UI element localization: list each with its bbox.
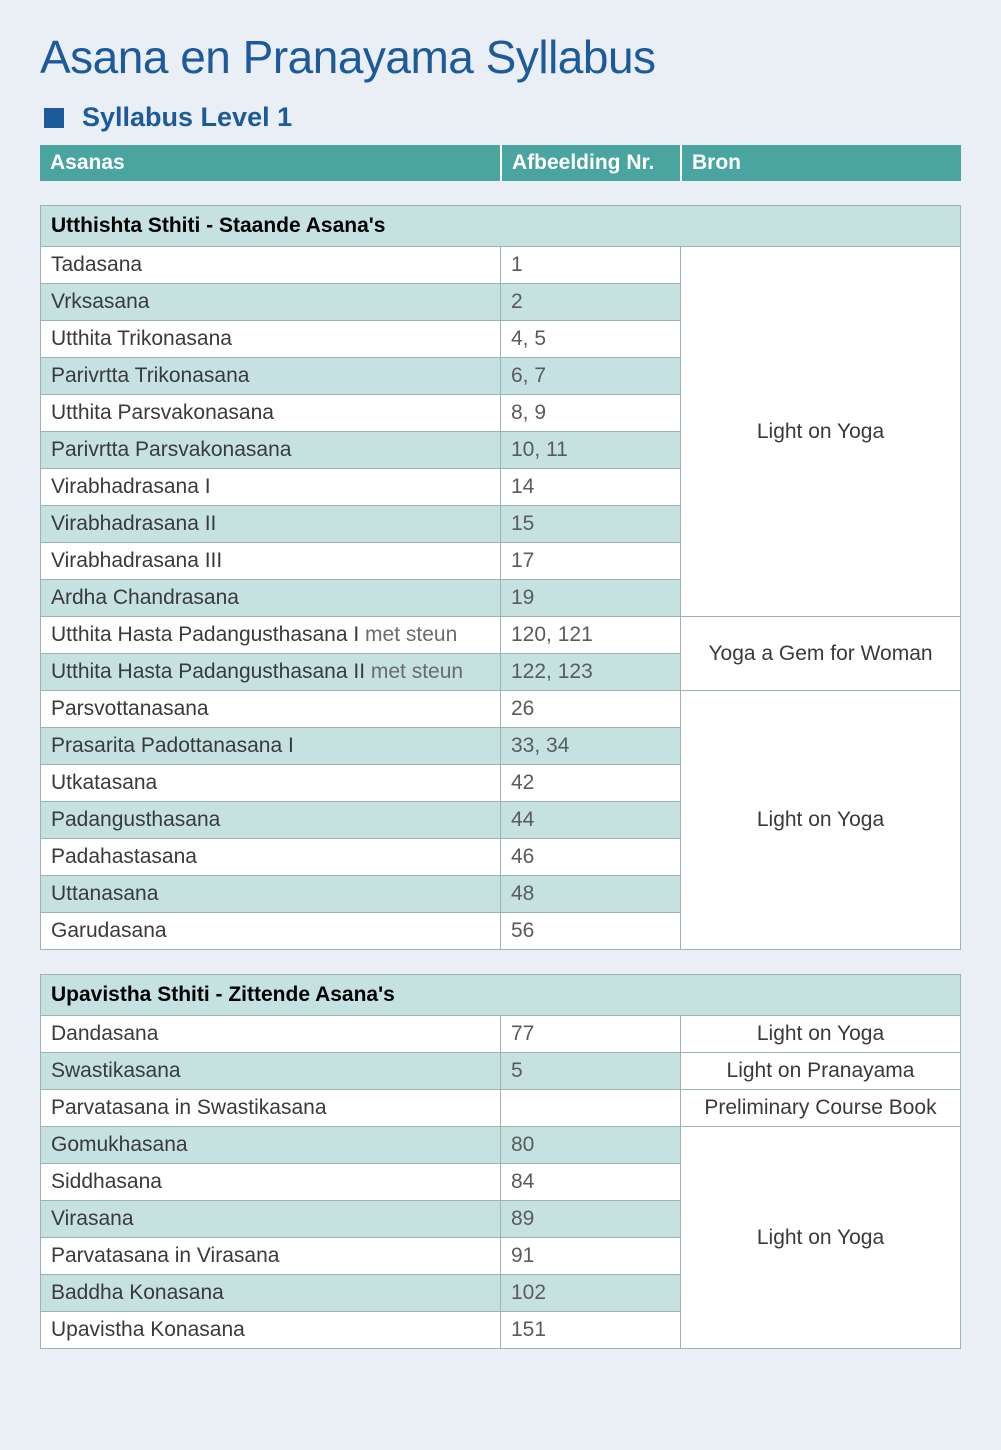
- asana-name-cell: Garudasana: [41, 913, 501, 950]
- asana-name-cell: Utthita Hasta Padangusthasana II met ste…: [41, 654, 501, 691]
- table-row: Utthita Hasta Padangusthasana I met steu…: [41, 617, 961, 654]
- column-bron-header: Bron: [680, 145, 961, 181]
- afbeelding-nr-cell: 46: [501, 839, 681, 876]
- bron-cell: Preliminary Course Book: [681, 1090, 961, 1127]
- table-row: Dandasana77Light on Yoga: [41, 1016, 961, 1053]
- afbeelding-nr-cell: 5: [501, 1053, 681, 1090]
- afbeelding-nr-cell: 102: [501, 1275, 681, 1312]
- asana-name-cell: Parvatasana in Swastikasana: [41, 1090, 501, 1127]
- syllabus-table: Utthishta Sthiti - Staande Asana'sTadasa…: [40, 205, 961, 950]
- table-row: Tadasana1Light on Yoga: [41, 247, 961, 284]
- section-title: Utthishta Sthiti - Staande Asana's: [41, 206, 961, 247]
- afbeelding-nr-cell: 8, 9: [501, 395, 681, 432]
- syllabus-table: Upavistha Sthiti - Zittende Asana'sDanda…: [40, 974, 961, 1349]
- afbeelding-nr-cell: 14: [501, 469, 681, 506]
- afbeelding-nr-cell: 10, 11: [501, 432, 681, 469]
- bron-cell: Light on Yoga: [681, 247, 961, 617]
- afbeelding-nr-cell: 120, 121: [501, 617, 681, 654]
- afbeelding-nr-cell: 33, 34: [501, 728, 681, 765]
- afbeelding-nr-cell: [501, 1090, 681, 1127]
- asana-name-cell: Gomukhasana: [41, 1127, 501, 1164]
- asana-name-cell: Parivrtta Parsvakonasana: [41, 432, 501, 469]
- asana-name-cell: Tadasana: [41, 247, 501, 284]
- column-header-bar: Asanas Afbeelding Nr. Bron: [40, 145, 961, 181]
- afbeelding-nr-cell: 44: [501, 802, 681, 839]
- afbeelding-nr-cell: 80: [501, 1127, 681, 1164]
- afbeelding-nr-cell: 2: [501, 284, 681, 321]
- asana-name-cell: Parvatasana in Virasana: [41, 1238, 501, 1275]
- asana-name-cell: Virabhadrasana III: [41, 543, 501, 580]
- afbeelding-nr-cell: 17: [501, 543, 681, 580]
- asana-name-cell: Ardha Chandrasana: [41, 580, 501, 617]
- subheading: Syllabus Level 1: [40, 102, 961, 133]
- asana-name-cell: Padangusthasana: [41, 802, 501, 839]
- afbeelding-nr-cell: 151: [501, 1312, 681, 1349]
- asana-name-cell: Padahastasana: [41, 839, 501, 876]
- afbeelding-nr-cell: 77: [501, 1016, 681, 1053]
- asana-name-cell: Upavistha Konasana: [41, 1312, 501, 1349]
- asana-name-cell: Virabhadrasana I: [41, 469, 501, 506]
- asana-name-cell: Baddha Konasana: [41, 1275, 501, 1312]
- asana-name-cell: Utkatasana: [41, 765, 501, 802]
- table-row: Parvatasana in Swastikasana Preliminary C…: [41, 1090, 961, 1127]
- asana-name-cell: Prasarita Padottanasana I: [41, 728, 501, 765]
- afbeelding-nr-cell: 84: [501, 1164, 681, 1201]
- asana-name-cell: Utthita Hasta Padangusthasana I met steu…: [41, 617, 501, 654]
- afbeelding-nr-cell: 6, 7: [501, 358, 681, 395]
- afbeelding-nr-cell: 56: [501, 913, 681, 950]
- afbeelding-nr-cell: 4, 5: [501, 321, 681, 358]
- asana-name-cell: Siddhasana: [41, 1164, 501, 1201]
- bron-cell: Light on Pranayama: [681, 1053, 961, 1090]
- asana-name-cell: Virasana: [41, 1201, 501, 1238]
- afbeelding-nr-cell: 48: [501, 876, 681, 913]
- page-title: Asana en Pranayama Syllabus: [40, 30, 961, 84]
- table-row: Gomukhasana80Light on Yoga: [41, 1127, 961, 1164]
- bron-cell: Light on Yoga: [681, 1127, 961, 1349]
- table-row: Parsvottanasana26Light on Yoga: [41, 691, 961, 728]
- column-asanas-header: Asanas: [40, 145, 500, 181]
- afbeelding-nr-cell: 91: [501, 1238, 681, 1275]
- afbeelding-nr-cell: 1: [501, 247, 681, 284]
- afbeelding-nr-cell: 19: [501, 580, 681, 617]
- asana-name-cell: Utthita Trikonasana: [41, 321, 501, 358]
- column-afbeelding-header: Afbeelding Nr.: [500, 145, 680, 181]
- subheading-text: Syllabus Level 1: [82, 102, 292, 133]
- asana-name-cell: Utthita Parsvakonasana: [41, 395, 501, 432]
- asana-name-cell: Vrksasana: [41, 284, 501, 321]
- bron-cell: Light on Yoga: [681, 1016, 961, 1053]
- afbeelding-nr-cell: 26: [501, 691, 681, 728]
- asana-name-cell: Parsvottanasana: [41, 691, 501, 728]
- table-row: Swastikasana5Light on Pranayama: [41, 1053, 961, 1090]
- asana-name-cell: Uttanasana: [41, 876, 501, 913]
- afbeelding-nr-cell: 89: [501, 1201, 681, 1238]
- bullet-square-icon: [44, 108, 64, 128]
- asana-name-cell: Dandasana: [41, 1016, 501, 1053]
- bron-cell: Light on Yoga: [681, 691, 961, 950]
- section-title: Upavistha Sthiti - Zittende Asana's: [41, 975, 961, 1016]
- afbeelding-nr-cell: 42: [501, 765, 681, 802]
- asana-name-cell: Parivrtta Trikonasana: [41, 358, 501, 395]
- afbeelding-nr-cell: 122, 123: [501, 654, 681, 691]
- afbeelding-nr-cell: 15: [501, 506, 681, 543]
- asana-name-cell: Virabhadrasana II: [41, 506, 501, 543]
- bron-cell: Yoga a Gem for Woman: [681, 617, 961, 691]
- asana-name-cell: Swastikasana: [41, 1053, 501, 1090]
